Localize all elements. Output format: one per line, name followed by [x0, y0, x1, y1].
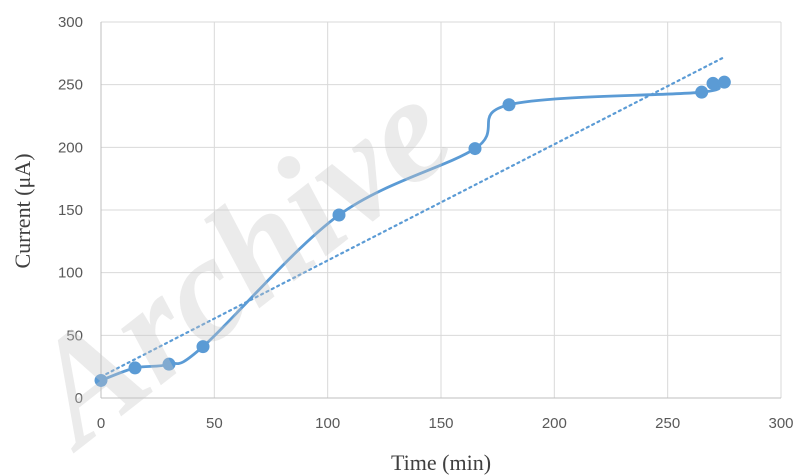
y-tick-label-0: 0	[75, 390, 83, 407]
data-point-1	[128, 361, 142, 375]
trendline	[99, 55, 726, 378]
x-tick-label-250: 250	[655, 415, 680, 432]
data-point-9	[717, 75, 731, 89]
y-tick-label-250: 250	[58, 77, 83, 94]
series-layer	[94, 55, 731, 387]
data-point-3	[196, 340, 210, 354]
y-tick-label-150: 150	[58, 202, 83, 219]
x-axis-title: Time (min)	[391, 450, 491, 475]
x-tick-label-0: 0	[97, 415, 105, 432]
x-tick-label-200: 200	[542, 415, 567, 432]
y-tick-label-200: 200	[58, 139, 83, 156]
data-point-4	[332, 208, 346, 222]
x-tick-labels: 0 50 100 150 200 250 300	[97, 415, 794, 432]
y-tick-label-100: 100	[58, 265, 83, 282]
y-tick-labels: 0 50 100 150 200 250 300	[58, 14, 83, 407]
data-point-8	[706, 76, 720, 90]
gridlines	[101, 21, 782, 398]
data-point-2	[162, 357, 176, 371]
watermark: Archive	[0, 46, 481, 475]
x-tick-label-300: 300	[768, 415, 793, 432]
x-tick-label-150: 150	[428, 415, 453, 432]
y-axis-title: Current (μA)	[10, 153, 35, 268]
data-point-0	[94, 373, 108, 387]
x-tick-label-100: 100	[315, 415, 340, 432]
data-point-6	[502, 98, 516, 112]
x-tick-label-50: 50	[206, 415, 223, 432]
data-point-7	[695, 85, 709, 99]
y-tick-label-50: 50	[66, 327, 83, 344]
axes	[100, 22, 781, 399]
data-point-5	[468, 142, 482, 156]
y-tick-label-300: 300	[58, 14, 83, 31]
